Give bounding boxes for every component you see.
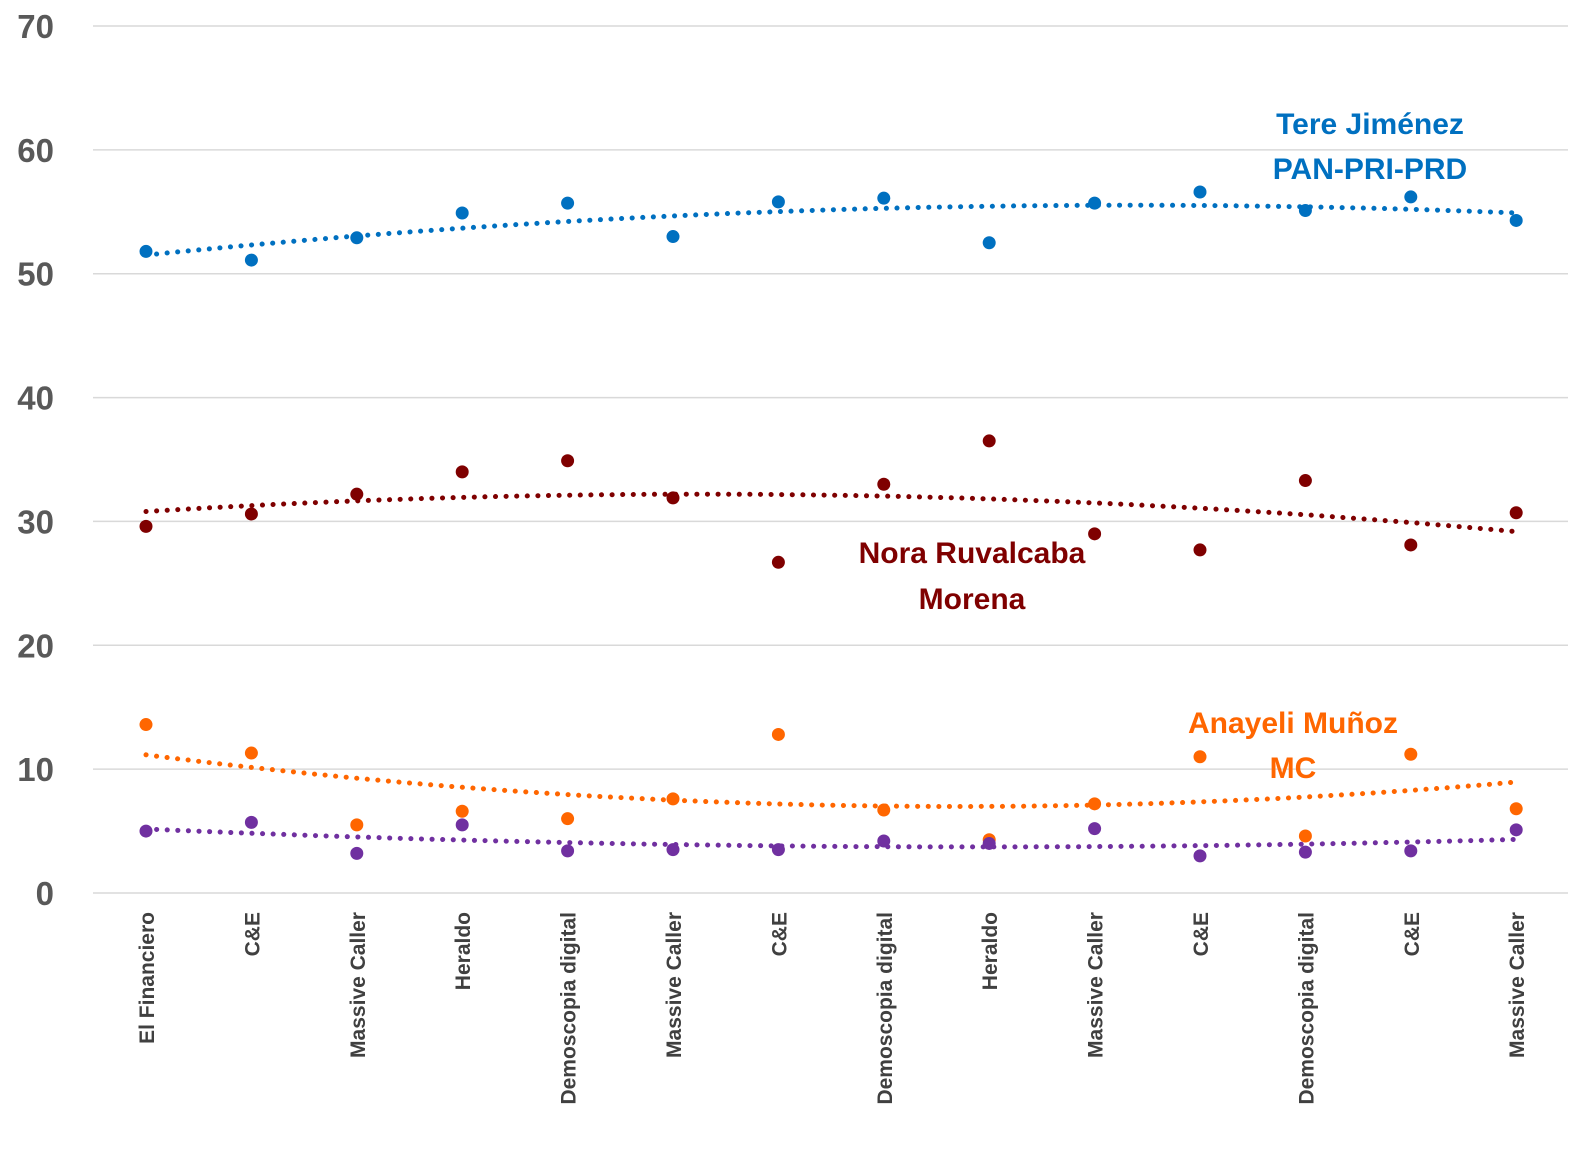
data-point <box>139 718 153 732</box>
data-point <box>771 727 785 741</box>
data-point <box>1298 829 1312 843</box>
data-point <box>244 253 258 267</box>
x-tick-label: C&E <box>241 912 264 956</box>
x-tick-label: Massive Caller <box>663 912 686 1058</box>
y-tick-label: 30 <box>17 503 54 540</box>
x-tick-label: Heraldo <box>452 912 475 990</box>
data-point <box>455 206 469 220</box>
trendlines <box>143 202 1519 850</box>
data-point <box>877 477 891 491</box>
data-points <box>139 185 1523 863</box>
data-point <box>1509 506 1523 520</box>
data-point <box>244 507 258 521</box>
data-point <box>666 843 680 857</box>
annotation-tere-jimenez-line2: PAN-PRI-PRD <box>1273 153 1467 186</box>
y-tick-label: 0 <box>36 875 54 912</box>
x-axis-tick-labels: El Financiero C&E Massive Caller Heraldo Dem… <box>136 912 1529 1105</box>
data-point <box>1193 750 1207 764</box>
x-tick-label: El Financiero <box>136 912 159 1044</box>
gridlines <box>93 25 1568 894</box>
data-point <box>1193 185 1207 199</box>
data-point <box>1404 190 1418 204</box>
x-tick-label: Demoscopia digital <box>558 912 581 1105</box>
data-point <box>982 836 996 850</box>
data-point <box>877 803 891 817</box>
data-point <box>1193 849 1207 863</box>
data-point <box>1404 538 1418 552</box>
data-point <box>1298 474 1312 488</box>
data-point <box>350 818 364 832</box>
data-point <box>877 834 891 848</box>
data-point <box>350 487 364 501</box>
data-point <box>771 555 785 569</box>
data-point <box>1088 797 1102 811</box>
y-tick-label: 40 <box>17 380 54 417</box>
y-tick-label: 50 <box>17 256 54 293</box>
data-point <box>1298 204 1312 218</box>
data-point <box>1088 196 1102 210</box>
data-point <box>1404 747 1418 761</box>
data-point <box>666 230 680 244</box>
data-point <box>350 846 364 860</box>
data-point <box>561 454 575 468</box>
x-tick-label: Massive Caller <box>347 912 370 1058</box>
data-point <box>561 812 575 826</box>
annotation-anayeli-munoz-line2: MC <box>1270 752 1317 785</box>
x-tick-label: Demoscopia digital <box>874 912 897 1105</box>
data-point <box>455 818 469 832</box>
data-point <box>1509 213 1523 227</box>
data-point <box>455 804 469 818</box>
x-tick-label: Massive Caller <box>1506 912 1529 1058</box>
x-tick-label: Heraldo <box>979 912 1002 990</box>
data-point <box>455 465 469 479</box>
data-point <box>877 191 891 205</box>
data-point <box>139 519 153 533</box>
data-point <box>244 746 258 760</box>
trendline-series-1 <box>143 202 1519 258</box>
data-point <box>1088 527 1102 541</box>
data-point <box>1193 543 1207 557</box>
y-tick-label: 10 <box>17 751 54 788</box>
x-tick-label: C&E <box>1190 912 1213 956</box>
annotation-anayeli-munoz-line1: Anayeli Muñoz <box>1188 707 1398 740</box>
y-axis-tick-labels: 0 10 20 30 40 50 60 70 <box>17 8 54 912</box>
x-tick-label: Demoscopia digital <box>1295 912 1318 1105</box>
trendline-series-2 <box>143 491 1519 535</box>
data-point <box>1298 845 1312 859</box>
data-point <box>771 843 785 857</box>
data-point <box>244 815 258 829</box>
data-point <box>666 491 680 505</box>
data-point <box>1509 823 1523 837</box>
x-tick-label: C&E <box>768 912 791 956</box>
data-point <box>1404 844 1418 858</box>
data-point <box>666 792 680 806</box>
data-point <box>561 196 575 210</box>
x-tick-label: Massive Caller <box>1085 912 1108 1058</box>
data-point <box>561 844 575 858</box>
data-point <box>771 195 785 209</box>
data-point <box>982 434 996 448</box>
data-point <box>350 231 364 245</box>
trendline-series-3 <box>143 752 1519 809</box>
y-tick-label: 60 <box>17 132 54 169</box>
data-point <box>1509 802 1523 816</box>
annotation-nora-ruvalcaba-line2: Morena <box>919 583 1026 616</box>
y-tick-label: 20 <box>17 627 54 664</box>
data-point <box>139 244 153 258</box>
y-tick-label: 70 <box>17 8 54 45</box>
annotation-tere-jimenez-line1: Tere Jiménez <box>1276 108 1464 141</box>
data-point <box>139 824 153 838</box>
x-tick-label: C&E <box>1401 912 1424 956</box>
data-point <box>982 236 996 250</box>
annotation-nora-ruvalcaba-line1: Nora Ruvalcaba <box>859 537 1086 570</box>
data-point <box>1088 822 1102 836</box>
